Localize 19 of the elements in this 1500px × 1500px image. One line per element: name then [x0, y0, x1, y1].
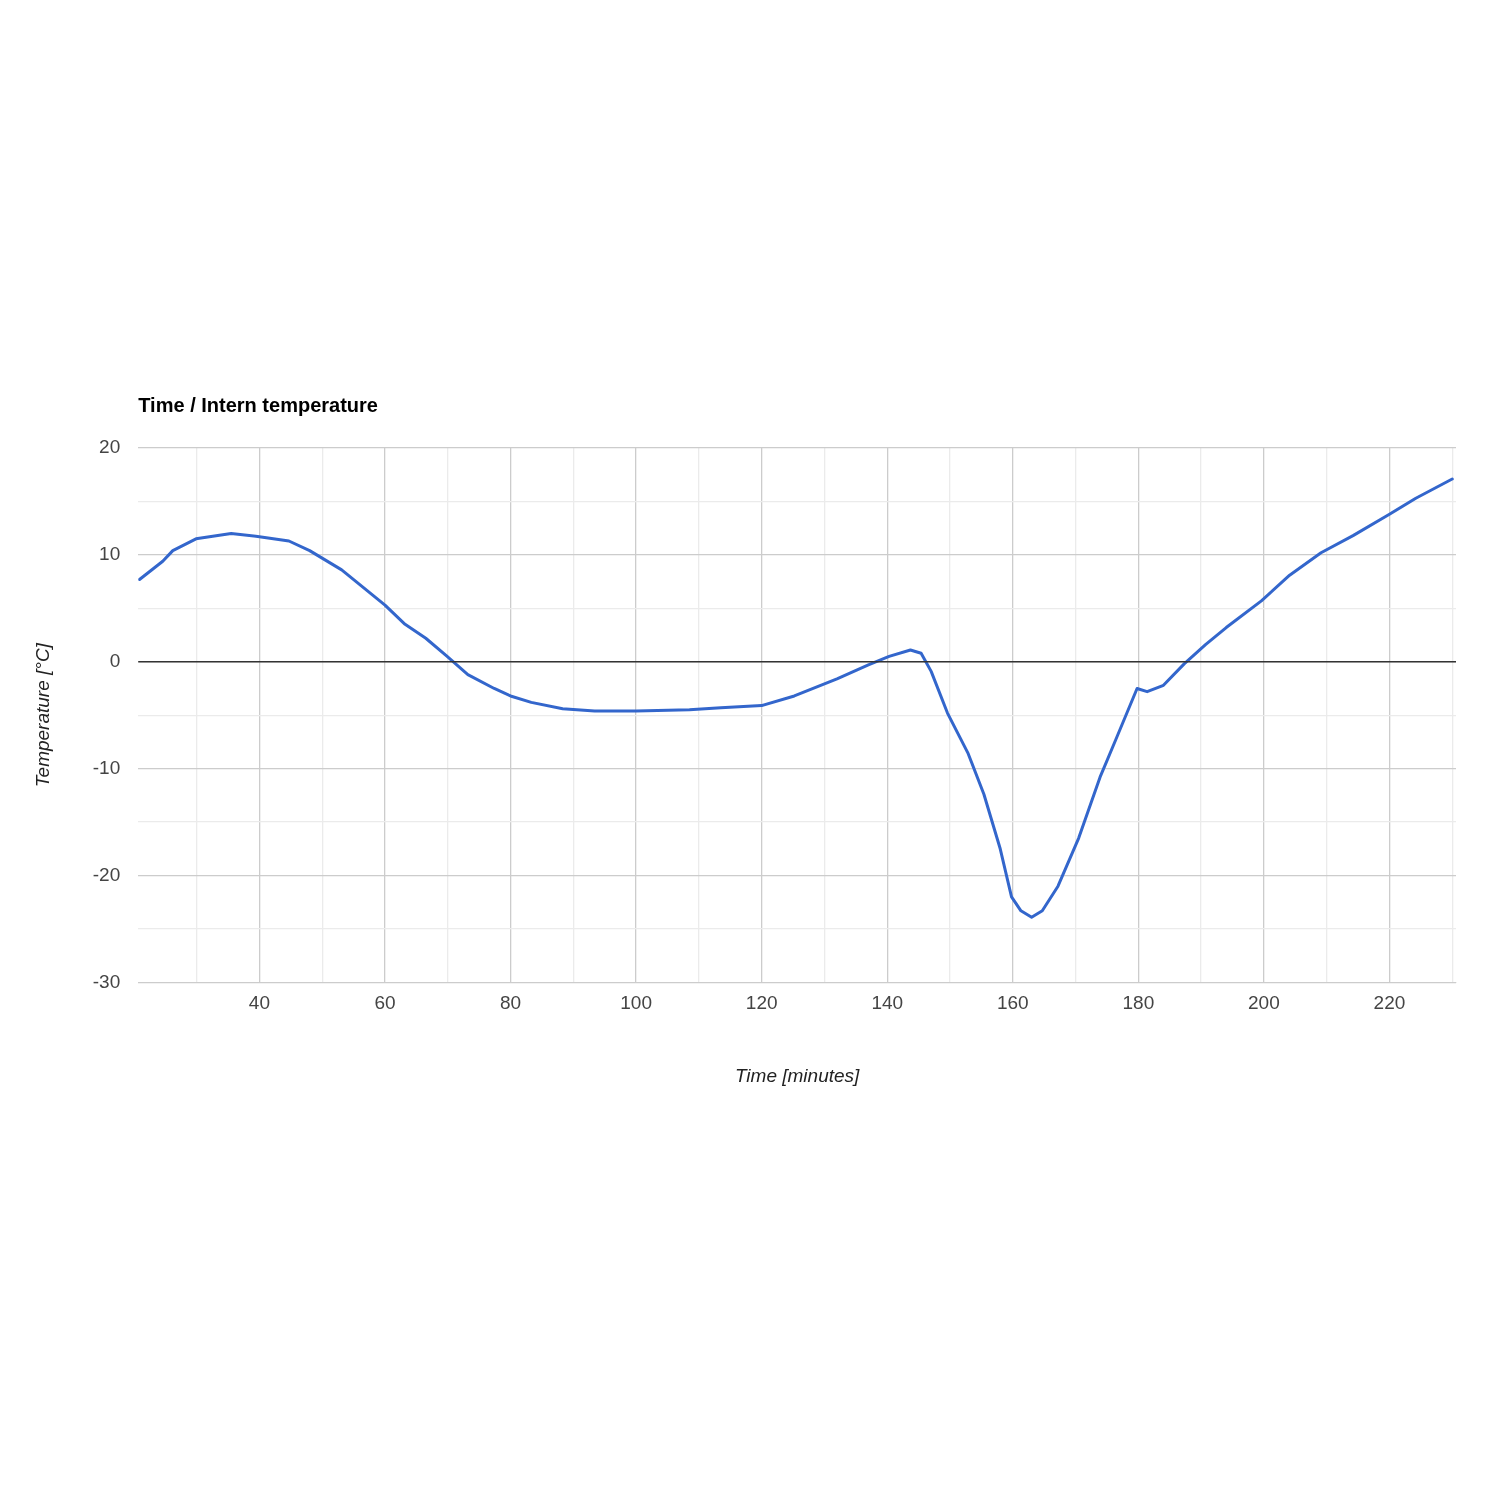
x-tick-label: 180	[1122, 992, 1155, 1014]
x-tick-label: 120	[745, 992, 778, 1014]
y-tick-label: 20	[99, 436, 121, 458]
chart-title: Time / Intern temperature	[138, 394, 378, 416]
x-tick-label: 80	[499, 992, 522, 1014]
x-axis-title: Time [minutes]	[734, 1064, 861, 1086]
y-tick-label: -30	[92, 970, 121, 992]
y-tick-label: 0	[109, 649, 121, 671]
x-tick-label: 60	[374, 992, 396, 1014]
x-tick-label: 40	[248, 992, 270, 1014]
y-tick-label: -20	[92, 863, 121, 885]
x-tick-label: 200	[1248, 992, 1280, 1014]
x-tick-label: 160	[996, 992, 1029, 1014]
x-tick-label: 100	[620, 992, 652, 1014]
y-axis-title: Temperature [°C]	[31, 642, 53, 788]
x-tick-label: 220	[1373, 992, 1406, 1014]
y-tick-label: -10	[92, 756, 121, 778]
x-tick-label: 140	[871, 992, 904, 1014]
y-tick-label: 10	[99, 543, 121, 565]
